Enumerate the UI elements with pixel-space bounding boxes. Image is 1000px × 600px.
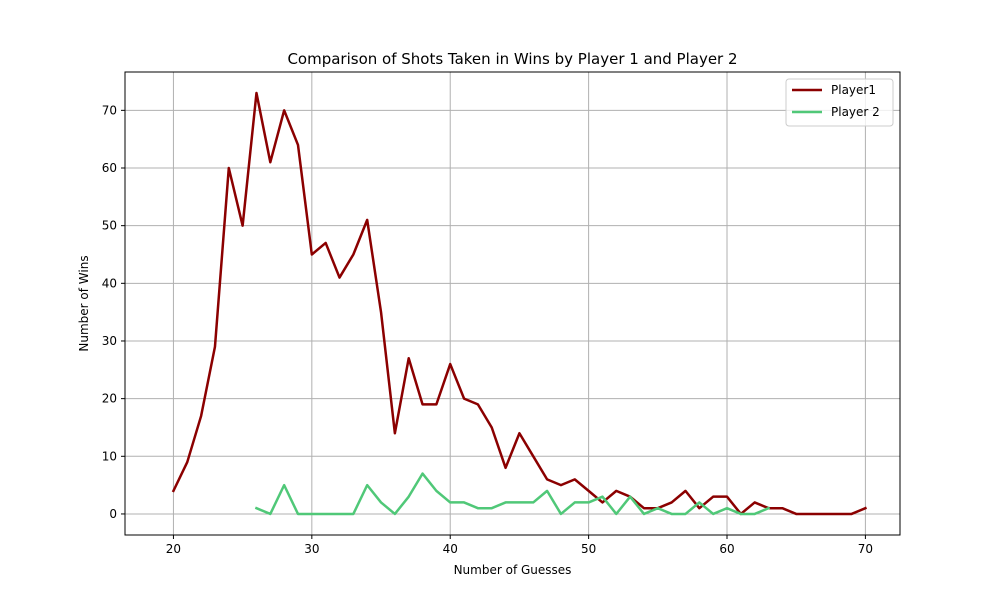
- x-tick-label: 70: [858, 542, 873, 556]
- y-tick-label: 40: [102, 276, 117, 290]
- ticks: 20 30 40 50 60 70 0 10 20 30 40 50 60 70: [102, 103, 873, 556]
- legend-label-2: Player 2: [831, 105, 880, 119]
- series-layer: [171, 91, 868, 516]
- chart-title: Comparison of Shots Taken in Wins by Pla…: [287, 50, 737, 68]
- x-tick-label: 50: [581, 542, 596, 556]
- y-tick-label: 30: [102, 334, 117, 348]
- y-tick-label: 50: [102, 219, 117, 233]
- grid: [125, 72, 900, 535]
- y-tick-label: 10: [102, 449, 117, 463]
- x-axis-label: Number of Guesses: [454, 563, 572, 577]
- x-tick-label: 30: [304, 542, 319, 556]
- y-tick-label: 0: [109, 507, 117, 521]
- series-line-1: [171, 91, 868, 516]
- legend: Player1 Player 2: [785, 78, 894, 127]
- x-tick-label: 40: [443, 542, 458, 556]
- plot-frame: [124, 71, 901, 536]
- x-tick-label: 60: [719, 542, 734, 556]
- y-tick-label: 60: [102, 161, 117, 175]
- y-tick-label: 70: [102, 103, 117, 117]
- y-tick-label: 20: [102, 392, 117, 406]
- y-axis-label: Number of Wins: [77, 255, 91, 351]
- legend-label-1: Player1: [831, 83, 876, 97]
- x-tick-label: 20: [166, 542, 181, 556]
- series-line-2: [254, 472, 771, 516]
